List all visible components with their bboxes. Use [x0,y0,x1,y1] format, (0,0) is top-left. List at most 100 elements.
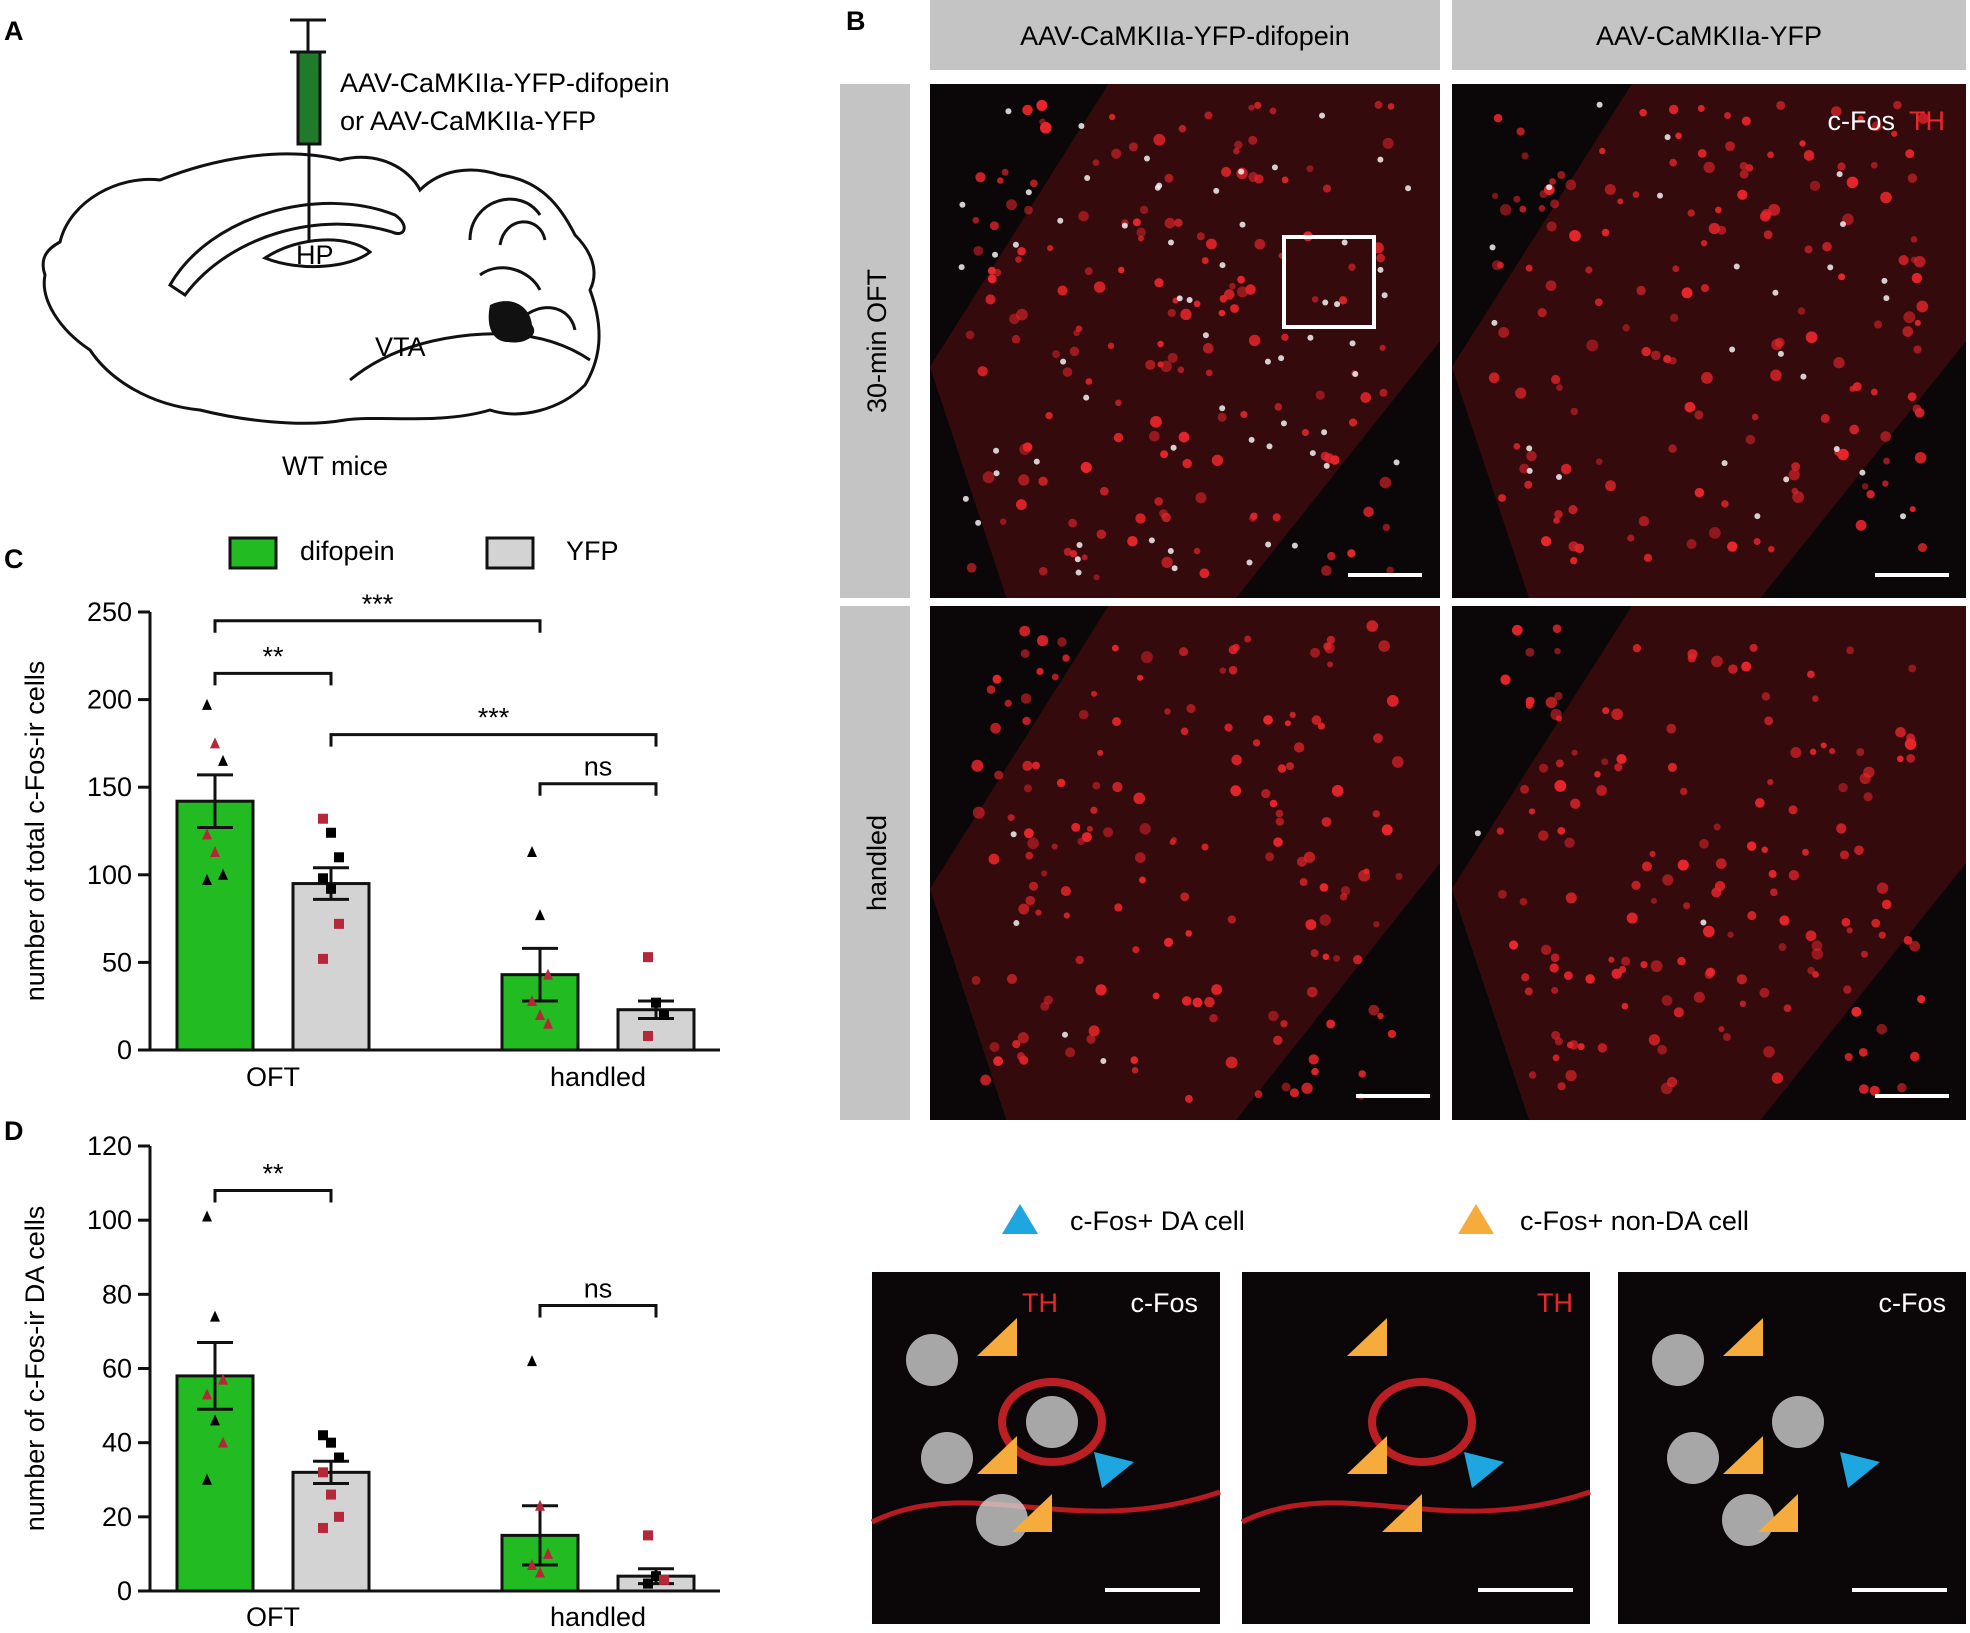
th-cell [1811,940,1823,952]
th-cell [1601,228,1610,237]
th-cell [1039,118,1046,125]
th-cell [1016,1052,1026,1061]
th-cell [1386,566,1394,575]
th-cell [1621,956,1631,966]
non-da-cell-arrow-icon [1723,1436,1763,1474]
cfos-cell [1025,189,1032,196]
th-cell [1333,954,1341,962]
th-cell [1513,443,1521,450]
th-cell [1164,217,1176,229]
th-cell [1668,444,1677,453]
chart-d: 0 20 40 60 80 100 120 number of c-Fos-ir DA cel… [20,1131,720,1632]
cfos-cell [959,201,966,208]
th-cell [1663,354,1672,364]
th-cell [1378,640,1390,652]
th-cell [1012,1040,1021,1049]
th-cell [1524,987,1533,996]
th-cell [1700,239,1708,247]
cfos-cell [1836,171,1843,178]
th-cell [1519,463,1530,474]
cfos-cell [958,264,965,271]
cfos-cell [993,447,1000,454]
non-da-cell-arrow-icon [1347,1318,1387,1356]
th-cell [1871,121,1882,132]
th-cell [1552,1054,1560,1062]
th-cell [1728,664,1738,674]
th-cell [1377,1012,1384,1020]
scale-bar [1356,1094,1430,1098]
th-cell [1538,205,1546,212]
non-da-cell-arrow-icon [1347,1436,1387,1474]
th-cell [1017,1032,1029,1044]
th-cell [1340,886,1351,896]
data-point-square [326,883,336,894]
th-cell [1627,534,1635,542]
th-cell [1164,708,1171,715]
da-cell-arrow-icon [1840,1452,1880,1488]
th-cell [1022,716,1031,726]
cfos-nucleus [1667,1432,1719,1484]
th-cell [1167,352,1178,363]
th-cell [1844,1052,1853,1062]
th-cell [1749,643,1758,652]
th-cell [1539,763,1549,773]
col-header-yfp [1452,0,1966,70]
th-cell [1555,759,1564,768]
th-cell [1569,1040,1579,1050]
th-cell [1272,513,1281,522]
cfos-cell [1783,476,1790,483]
bar-difopein [175,799,255,1052]
th-cell [1687,649,1698,660]
th-cell [1917,543,1928,553]
th-cell [1670,313,1679,323]
th-cell [1520,784,1530,794]
th-cell [1080,461,1092,473]
th-cell [1395,872,1403,880]
th-cell [1694,487,1705,498]
th-cell [1515,387,1527,399]
cfos-cell [1754,513,1761,520]
th-cell [1092,781,1101,790]
cfos-cell [1100,1058,1107,1065]
th-cell [1650,897,1658,904]
th-cell [1038,566,1048,576]
th-cell [1152,992,1160,1000]
th-cell [1788,469,1800,481]
th-cell [1604,183,1616,196]
th-cell [1224,723,1233,732]
data-point-square [318,1430,328,1441]
th-cell [1387,103,1395,110]
th-cell [1366,620,1379,632]
th-cell [1771,1072,1784,1084]
th-cell [1112,717,1121,727]
th-cell [1085,378,1093,385]
th-cell [1131,1066,1139,1074]
th-cell [1273,1035,1283,1046]
th-cell [971,759,984,772]
th-cell [1025,851,1034,860]
significance-label: ns [584,752,613,782]
th-cell [1881,899,1892,910]
th-cell [1060,886,1071,897]
injection-label-2: or AAV-CaMKIIa-YFP [340,106,596,136]
th-cell [1700,283,1710,293]
th-cell [1196,232,1205,241]
cfos-cell [1012,241,1019,248]
th-cell [966,562,977,573]
th-cell [1882,480,1889,487]
th-cell [1626,912,1638,924]
th-cell [1221,166,1232,178]
th-cell [1809,180,1821,192]
legend-label-yfp: YFP [566,536,619,566]
th-cell [1498,326,1510,338]
cfos-cell [1377,266,1384,273]
th-cell [1022,760,1033,771]
stain-label-th: TH [1909,106,1945,136]
th-cell [1851,1006,1862,1017]
cfos-cell [1526,445,1533,452]
th-cell [1820,742,1827,749]
bar-yfp [291,882,371,1052]
th-cell [1511,624,1523,636]
th-cell [1687,209,1695,217]
th-cell [1673,1007,1684,1018]
